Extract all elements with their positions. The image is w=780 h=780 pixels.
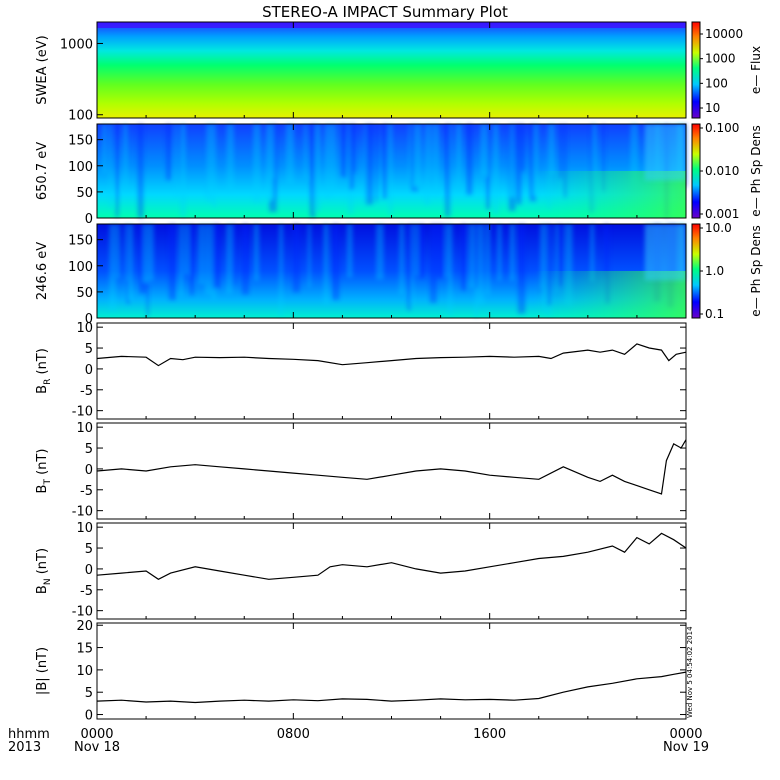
y-tick-label-5-4: -10 [72, 605, 93, 620]
colorbar-tick-label-0-1: 1000 [705, 52, 736, 66]
swea-top-band [97, 22, 686, 28]
x-tick-label-3: 0000 [669, 727, 702, 742]
y-tick-label-0-1: 100 [68, 109, 93, 124]
colorbar-label-0: e— Flux [749, 46, 763, 94]
panel-frame-4 [96, 422, 687, 520]
x-tick-date-3: Nov 19 [663, 740, 709, 755]
x-row-label-time: hhmm [8, 727, 50, 742]
y-axis-label-3: BR (nT) [35, 348, 53, 394]
y-tick-label-6-3: 5 [85, 686, 93, 701]
panel-frame-5 [96, 522, 687, 620]
y-tick-label-0-0: 1000 [60, 37, 93, 52]
series-line-3 [96, 343, 687, 367]
y-tick-label-3-4: -10 [72, 405, 93, 420]
y-tick-label-2-3: 0 [85, 312, 93, 327]
colorbar-label-1: e— Ph Sp Dens [749, 125, 763, 216]
line-panels [96, 343, 687, 704]
y-tick-label-2-2: 50 [76, 286, 93, 301]
colorbar-2 [691, 223, 701, 319]
panel-frame-6 [96, 622, 687, 720]
y-tick-label-1-2: 50 [76, 186, 93, 201]
y-tick-label-2-1: 100 [68, 260, 93, 275]
y-tick-label-6-0: 20 [76, 619, 93, 634]
series-line-5 [96, 532, 687, 580]
y-tick-label-1-1: 100 [68, 160, 93, 175]
y-tick-label-6-4: 0 [85, 709, 93, 724]
y-tick-label-3-3: -5 [80, 384, 93, 399]
panel-frame-3 [96, 322, 687, 420]
y-tick-label-3-2: 0 [85, 363, 93, 378]
x-tick-label-0: 0000 [80, 727, 113, 742]
y-axis-label-4: BT (nT) [35, 449, 53, 494]
x-tick-date-0: Nov 18 [74, 740, 120, 755]
colorbar-tick-label-2-0: 10.0 [705, 221, 732, 235]
y-tick-label-4-1: 5 [85, 442, 93, 457]
y-tick-label-5-0: 10 [76, 521, 93, 536]
x-tick-label-1: 0800 [277, 727, 310, 742]
y-tick-label-4-4: -10 [72, 505, 93, 520]
colorbar-tick-label-1-0: 0.100 [705, 121, 739, 135]
timestamp-note: Wed Nov 5 04:54:02 2014 [686, 626, 694, 718]
y-axis-label-0: SWEA (eV) [35, 35, 50, 104]
y-axis-label-1: 650.7 eV [35, 142, 50, 200]
y-tick-label-5-2: 0 [85, 563, 93, 578]
y-axis-label-5: BN (nT) [35, 548, 53, 594]
colorbar-1 [691, 123, 701, 219]
colorbar-label-2: e— Ph Sp Dens [749, 225, 763, 316]
y-tick-label-1-3: 0 [85, 212, 93, 227]
y-axis-label-6: |B| (nT) [35, 647, 50, 695]
y-tick-label-4-2: 0 [85, 463, 93, 478]
colorbar-tick-label-0-3: 10 [705, 101, 720, 115]
y-tick-label-4-0: 10 [76, 421, 93, 436]
colorbar-0 [691, 21, 701, 119]
colorbar-tick-label-2-2: 0.1 [705, 307, 724, 321]
y-tick-label-5-1: 5 [85, 542, 93, 557]
x-tick-label-2: 1600 [473, 727, 506, 742]
spectrogram-panels [97, 22, 688, 318]
colorbar-tick-label-0-0: 10000 [705, 27, 743, 41]
colorbar-tick-label-2-1: 1.0 [705, 264, 724, 278]
spectrogram-image-0 [97, 22, 686, 118]
y-tick-label-5-3: -5 [80, 584, 93, 599]
y-tick-label-6-2: 10 [76, 664, 93, 679]
series-line-4 [96, 439, 687, 495]
x-row-label-year: 2013 [8, 740, 41, 755]
y-tick-label-2-0: 150 [68, 234, 93, 249]
colorbar-tick-label-0-2: 100 [705, 76, 728, 90]
y-tick-label-3-0: 10 [76, 321, 93, 336]
y-tick-label-4-3: -5 [80, 484, 93, 499]
series-line-6 [96, 671, 687, 704]
y-axis-label-2: 246.6 eV [35, 242, 50, 300]
colorbar-tick-label-1-2: 0.001 [705, 207, 739, 221]
y-tick-label-1-0: 150 [68, 134, 93, 149]
colorbar-tick-label-1-1: 0.010 [705, 164, 739, 178]
y-tick-label-3-1: 5 [85, 342, 93, 357]
plot-title: STEREO-A IMPACT Summary Plot [262, 3, 508, 21]
spectrogram-texture-2 [109, 224, 685, 318]
y-tick-label-6-1: 15 [76, 642, 93, 657]
